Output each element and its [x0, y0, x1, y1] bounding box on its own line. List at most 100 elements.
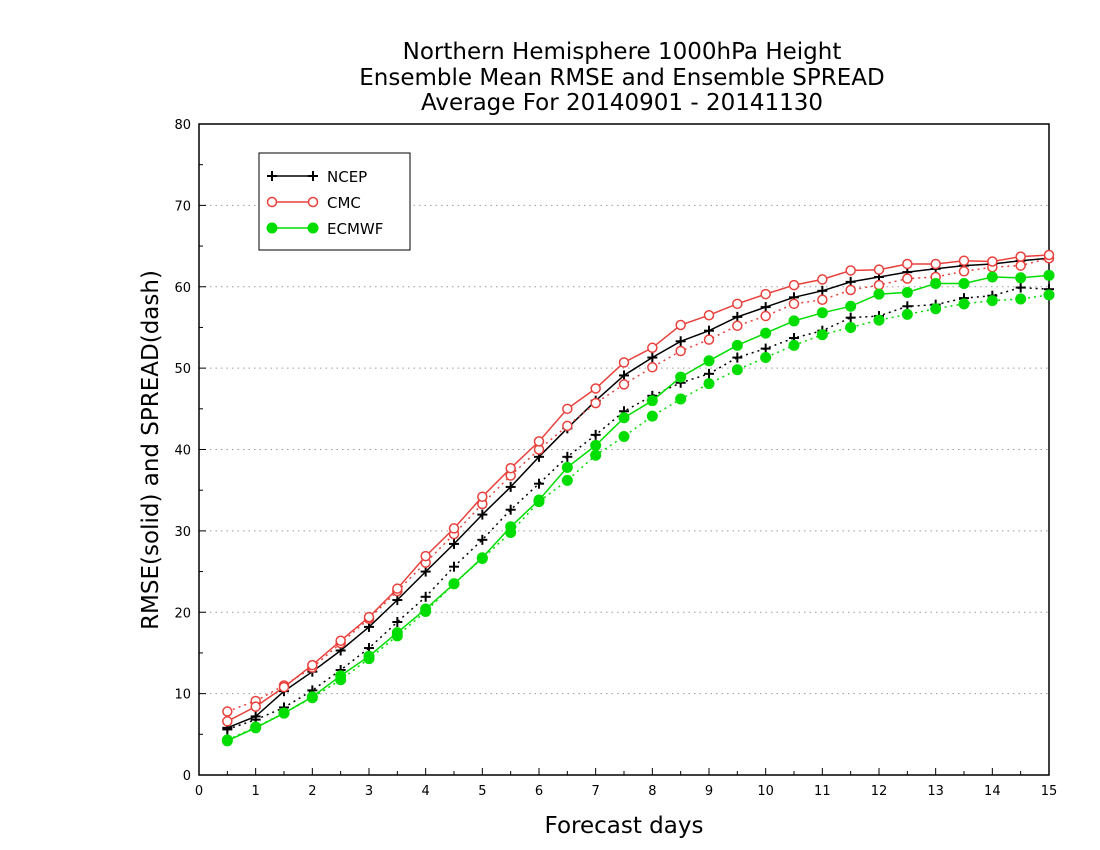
x-tick-label: 9: [705, 784, 713, 799]
ncep-spread-point: [477, 534, 488, 545]
ecmwf-rmse-point: [221, 735, 233, 747]
ncep-rmse-point: [619, 370, 629, 381]
legend-label-cmc: CMC: [327, 194, 361, 212]
y-axis-label: RMSE(solid) and SPREAD(dash): [138, 270, 164, 630]
cmc-rmse-point: [817, 274, 828, 285]
ecmwf-spread-point: [760, 352, 772, 364]
cmc-rmse-line: [226, 254, 1050, 722]
ecmwf-spread-point: [958, 298, 970, 310]
x-axis-label: Forecast days: [545, 813, 704, 839]
cmc-rmse-point: [647, 342, 658, 354]
ncep-spread-point: [590, 429, 601, 440]
ecmwf-rmse-point: [391, 627, 403, 639]
ecmwf-rmse-point: [845, 300, 857, 312]
legend-marker-cmc: [266, 196, 278, 208]
cmc-rmse-point: [477, 491, 488, 502]
ecmwf-rmse-point: [618, 412, 630, 424]
ecmwf-rmse-point: [986, 271, 998, 283]
y-tick-label: 80: [174, 118, 191, 133]
y-tick-label: 10: [174, 688, 191, 703]
legend-marker-ncep: [308, 171, 318, 181]
ecmwf-spread-point: [873, 314, 885, 326]
ecmwf-rmse-series: [221, 269, 1055, 747]
ecmwf-rmse-point: [958, 277, 970, 289]
ncep-rmse-point: [675, 336, 686, 347]
ecmwf-rmse-point: [646, 395, 658, 407]
ecmwf-spread-point: [816, 329, 828, 341]
legend-marker-ncep: [267, 171, 277, 181]
y-tick-label: 30: [174, 525, 191, 540]
ncep-rmse-point: [449, 538, 459, 549]
x-axis: 0 1 2 3 4 5 6 7 8 9 10 11 12 13 14 15: [195, 768, 1057, 799]
ecmwf-rmse-point: [306, 691, 318, 703]
y-tick-label: 60: [174, 281, 191, 296]
ncep-rmse-point: [420, 566, 431, 577]
x-tick-label: 8: [648, 784, 656, 799]
cmc-rmse-point: [1015, 251, 1026, 262]
cmc-rmse-point: [278, 681, 290, 693]
cmc-spread-point: [675, 345, 686, 357]
ncep-rmse-point: [732, 311, 743, 322]
ecmwf-spread-point: [788, 339, 800, 351]
y-tick-label: 50: [174, 362, 191, 377]
cmc-rmse-point: [505, 462, 516, 474]
ecmwf-rmse-point: [561, 461, 573, 473]
ecmwf-rmse-point: [278, 707, 290, 719]
x-tick-label: 4: [422, 784, 430, 799]
ecmwf-rmse-point: [816, 307, 828, 319]
cmc-spread-point: [590, 397, 601, 409]
x-tick-label: 7: [592, 784, 600, 799]
ecmwf-spread-point: [675, 393, 687, 405]
cmc-rmse-point: [448, 523, 460, 534]
ecmwf-spread-point: [901, 308, 913, 320]
ncep-spread-point: [420, 591, 431, 602]
ncep-rmse-series: [222, 253, 1054, 733]
ecmwf-spread-point: [1015, 293, 1027, 305]
legend-label-ncep: NCEP: [327, 168, 367, 186]
cmc-spread-point: [222, 706, 233, 717]
legend-item-ecmwf: ECMWF: [266, 220, 383, 238]
cmc-rmse-point: [618, 357, 630, 368]
ecmwf-spread-point: [986, 295, 998, 307]
ecmwf-spread-point: [646, 410, 658, 422]
legend-item-cmc: CMC: [266, 194, 361, 212]
cmc-spread-point: [1015, 260, 1026, 271]
cmc-rmse-point: [562, 403, 573, 415]
ncep-spread-point: [732, 352, 743, 363]
ecmwf-rmse-point: [250, 722, 262, 734]
cmc-rmse-point: [930, 258, 941, 270]
cmc-spread-point: [760, 310, 771, 322]
cmc-rmse-point: [788, 279, 800, 291]
cmc-rmse-point: [250, 701, 261, 712]
cmc-rmse-point: [732, 298, 743, 310]
x-tick-label: 6: [535, 784, 543, 799]
x-tick-label: 3: [365, 784, 373, 799]
ecmwf-rmse-point: [533, 494, 545, 506]
cmc-rmse-point: [363, 611, 375, 623]
ncep-rmse-point: [392, 595, 403, 606]
legend-item-ncep: NCEP: [267, 168, 367, 186]
ncep-spread-point: [1015, 282, 1026, 293]
cmc-rmse-series: [222, 249, 1055, 727]
ecmwf-rmse-point: [448, 578, 460, 590]
ncep-rmse-point: [704, 325, 714, 336]
x-tick-label: 2: [308, 784, 316, 799]
cmc-rmse-point: [760, 288, 771, 300]
cmc-rmse-point: [420, 550, 431, 562]
cmc-rmse-point: [987, 256, 998, 267]
x-tick-label: 5: [478, 784, 486, 799]
ncep-rmse-point: [647, 352, 658, 363]
cmc-rmse-point: [222, 716, 233, 727]
ecmwf-rmse-point: [476, 552, 488, 564]
ncep-spread-point: [845, 312, 856, 323]
cmc-rmse-point: [703, 309, 715, 321]
ecmwf-rmse-point: [703, 355, 715, 367]
legend-label-ecmwf: ECMWF: [327, 220, 383, 238]
ncep-rmse-point: [477, 509, 488, 520]
ecmwf-spread-point: [1043, 289, 1055, 301]
ecmwf-spread-series: [221, 289, 1055, 746]
ncep-rmse-point: [817, 285, 828, 296]
x-tick-label: 1: [252, 784, 260, 799]
x-tick-label: 15: [1041, 784, 1058, 799]
ecmwf-rmse-point: [731, 339, 743, 351]
